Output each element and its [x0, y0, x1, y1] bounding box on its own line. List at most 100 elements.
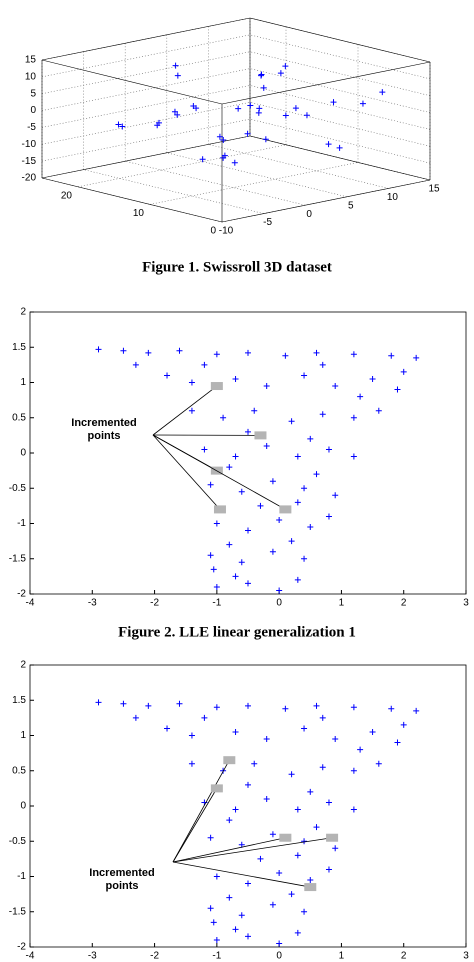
point: [226, 541, 233, 548]
y-tick-label: 1.5: [12, 342, 26, 353]
x-tick-label: -1: [212, 951, 221, 962]
box-edge: [249, 135, 431, 181]
point: [95, 699, 102, 706]
y-tick-label: -2: [17, 942, 26, 953]
point: [325, 799, 332, 806]
incremented-point: [213, 505, 226, 514]
point: [263, 383, 270, 390]
point: [120, 700, 127, 707]
point: [301, 908, 308, 915]
x-tick-label: 10: [387, 192, 399, 203]
point: [255, 109, 262, 116]
point: [164, 725, 171, 732]
annotation-bg: [66, 416, 142, 429]
y-tick-label: -1: [17, 518, 26, 529]
grid-line: [41, 51, 251, 95]
annotation: Incremented: [89, 867, 154, 879]
point: [119, 123, 126, 130]
point: [307, 877, 314, 884]
x-tick-label: -3: [88, 598, 97, 609]
point: [288, 538, 295, 545]
point: [294, 499, 301, 506]
z-tick-label: -10: [22, 139, 37, 150]
point: [301, 372, 308, 379]
y-tick-label: 0.5: [12, 765, 26, 776]
y-tick-label: -1.5: [9, 553, 27, 564]
point: [269, 548, 276, 555]
point: [245, 428, 251, 435]
y-tick-label: 0: [20, 801, 26, 812]
point: [307, 788, 314, 795]
point: [245, 527, 251, 534]
point: [263, 442, 270, 449]
point: [319, 361, 326, 368]
point: [375, 760, 382, 767]
point: [232, 728, 239, 735]
point: [394, 739, 401, 746]
point: [359, 100, 366, 107]
point: [132, 714, 139, 721]
point: [238, 559, 245, 566]
point: [207, 905, 214, 912]
point: [325, 141, 332, 148]
point: [277, 70, 284, 77]
annotation: Incremented: [71, 417, 136, 429]
point: [282, 63, 289, 70]
box-edge: [221, 179, 431, 223]
figure-caption: Figure 2. LLE linear generalization 1: [118, 624, 356, 640]
point: [213, 351, 220, 358]
annotation-bg: [84, 879, 160, 892]
y-tick-label: 10: [133, 208, 145, 219]
point: [325, 446, 332, 453]
point: [257, 502, 264, 509]
point: [330, 99, 337, 106]
point: [188, 732, 195, 739]
point: [154, 122, 161, 129]
x-tick-label: 3: [463, 598, 469, 609]
grid-line: [41, 34, 251, 78]
point: [245, 349, 251, 356]
x-tick-label: 1: [339, 951, 345, 962]
point: [251, 407, 258, 414]
box-edge: [41, 177, 223, 223]
point: [276, 516, 283, 523]
point: [231, 159, 238, 166]
point: [190, 103, 197, 110]
y-tick-label: -2: [17, 589, 26, 600]
point: [294, 576, 301, 583]
z-tick-label: -20: [22, 173, 37, 184]
point: [400, 721, 407, 728]
y-tick-label: -0.5: [9, 483, 27, 494]
point: [269, 831, 276, 838]
x-tick-label: -1: [212, 598, 221, 609]
point: [350, 414, 357, 421]
x-tick-label: 0: [306, 209, 312, 220]
point: [258, 71, 265, 78]
point: [388, 352, 395, 359]
point: [263, 736, 270, 743]
point: [245, 702, 251, 709]
grid-line: [41, 85, 251, 128]
box-edge: [41, 17, 251, 61]
point: [232, 375, 239, 382]
point: [357, 393, 364, 400]
point: [115, 121, 122, 128]
point: [350, 806, 357, 813]
point: [332, 845, 339, 852]
point: [199, 156, 206, 163]
point: [207, 834, 214, 841]
point: [220, 136, 227, 143]
annotation-line: [172, 788, 218, 863]
point: [369, 728, 376, 735]
point: [325, 866, 332, 873]
point: [269, 901, 276, 908]
annotation-line: [172, 861, 311, 888]
point: [145, 349, 152, 356]
x-tick-label: 5: [348, 200, 354, 211]
point: [176, 700, 183, 707]
point: [301, 838, 308, 845]
point: [269, 478, 276, 485]
point: [350, 704, 357, 711]
point: [307, 435, 314, 442]
